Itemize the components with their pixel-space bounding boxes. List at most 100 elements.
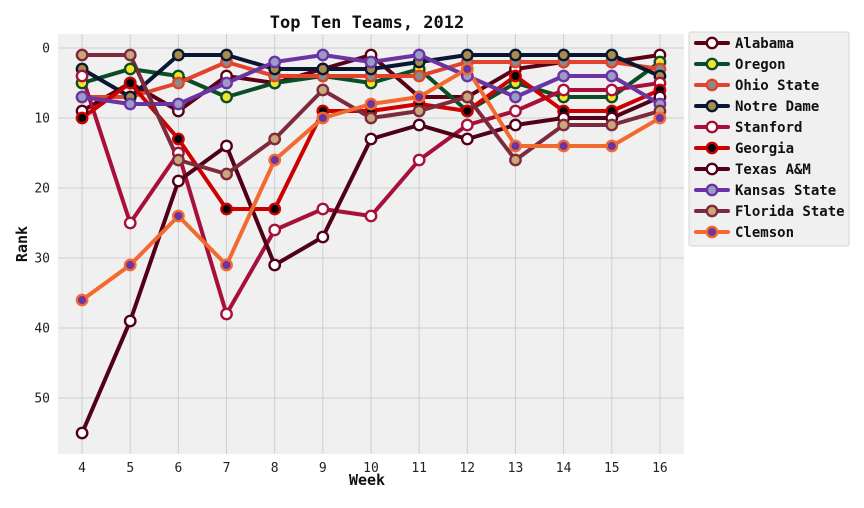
legend-marker-stanford (705, 120, 719, 134)
data-point-notre-dame (557, 48, 571, 62)
data-point-florida-state (509, 153, 522, 167)
data-point-georgia (75, 111, 89, 125)
legend-marker-ohio-state (705, 78, 719, 92)
data-point-florida-state (75, 48, 89, 62)
x-tick-label: 9 (319, 461, 327, 476)
data-point-clemson (123, 258, 137, 272)
data-point-texas-a-m (75, 426, 89, 440)
data-point-texas-a-m (364, 132, 378, 146)
legend-label-kansas-state: Kansas State (735, 183, 836, 199)
legend-label-texas-a-m: Texas A&M (735, 162, 811, 178)
legend-marker-texas-a-m (705, 162, 719, 176)
data-point-clemson (557, 139, 571, 153)
legend-label-alabama: Alabama (735, 36, 794, 52)
data-point-clemson (268, 153, 282, 167)
data-point-florida-state (364, 111, 378, 125)
legend-label-georgia: Georgia (735, 141, 794, 157)
x-tick-label: 13 (508, 461, 524, 476)
x-axis-label: Week (349, 471, 385, 489)
x-tick-label: 10 (363, 461, 379, 476)
legend-marker-kansas-state (705, 183, 719, 197)
data-point-georgia (268, 202, 282, 216)
y-tick-label: 20 (34, 182, 50, 197)
data-point-stanford (268, 223, 282, 237)
x-tick-label: 16 (652, 461, 668, 476)
data-point-stanford (220, 307, 233, 321)
data-point-notre-dame (171, 48, 185, 62)
legend-marker-alabama (705, 36, 719, 50)
data-point-kansas-state (364, 55, 378, 69)
x-tick-label: 11 (411, 461, 427, 476)
data-point-kansas-state (605, 69, 619, 83)
legend: Alabama Oregon Ohio State Notre Dame Stanfor… (688, 31, 850, 247)
legend-marker-georgia (705, 141, 719, 155)
y-tick-label: 40 (34, 322, 50, 337)
data-point-clemson (460, 62, 474, 76)
data-point-texas-a-m (268, 258, 282, 272)
x-tick-label: 14 (556, 461, 572, 476)
data-point-florida-state (460, 90, 474, 104)
data-point-clemson (171, 209, 185, 223)
y-tick-label: 30 (34, 252, 50, 267)
data-point-notre-dame (605, 48, 619, 62)
x-tick-label: 6 (174, 461, 182, 476)
data-point-kansas-state (509, 90, 522, 104)
data-point-texas-a-m (123, 314, 137, 328)
series-markers (75, 48, 667, 440)
data-point-georgia (460, 104, 474, 118)
data-point-kansas-state (557, 69, 571, 83)
legend-label-clemson: Clemson (735, 225, 794, 241)
data-point-notre-dame (460, 48, 474, 62)
x-tick-label: 7 (223, 461, 231, 476)
data-point-notre-dame (220, 48, 233, 62)
legend-marker-notre-dame (705, 99, 719, 113)
data-point-clemson (605, 139, 619, 153)
data-point-florida-state (316, 83, 330, 97)
data-point-clemson (220, 258, 233, 272)
data-point-florida-state (412, 104, 426, 118)
grid-lines (58, 34, 684, 454)
data-point-florida-state (171, 153, 185, 167)
data-point-stanford (412, 153, 426, 167)
data-point-ohio-state (171, 76, 185, 90)
data-point-texas-a-m (509, 118, 522, 132)
data-point-clemson (364, 97, 378, 111)
legend-label-notre-dame: Notre Dame (735, 99, 819, 115)
data-point-stanford (509, 104, 522, 118)
legend-label-florida-state: Florida State (735, 204, 845, 220)
x-tick-label: 15 (604, 461, 620, 476)
data-point-clemson (412, 90, 426, 104)
axis-ticks: 4 5 6 7 8 9 10 11 12 13 14 15 16 0 10 20 30 40 50 (34, 42, 667, 477)
x-tick-label: 5 (126, 461, 134, 476)
y-tick-label: 0 (42, 42, 50, 57)
data-point-stanford (557, 83, 571, 97)
x-tick-label: 8 (271, 461, 279, 476)
data-point-notre-dame (316, 62, 330, 76)
data-point-stanford (460, 118, 474, 132)
data-point-florida-state (557, 118, 571, 132)
data-point-clemson (316, 111, 330, 125)
data-point-kansas-state (268, 55, 282, 69)
data-point-clemson (75, 293, 89, 307)
data-point-stanford (123, 216, 137, 230)
legend-marker-clemson (705, 225, 719, 239)
data-point-stanford (316, 202, 330, 216)
data-point-ohio-state (412, 69, 426, 83)
data-point-kansas-state (171, 97, 185, 111)
data-point-florida-state (605, 118, 619, 132)
y-tick-label: 50 (34, 392, 50, 407)
data-point-georgia (123, 76, 137, 90)
data-point-stanford (75, 69, 89, 83)
data-point-georgia (509, 69, 522, 83)
data-point-oregon (123, 62, 137, 76)
legend-label-oregon: Oregon (735, 57, 786, 73)
data-point-florida-state (123, 48, 137, 62)
data-point-stanford (364, 209, 378, 223)
data-point-texas-a-m (460, 132, 474, 146)
data-point-kansas-state (316, 48, 330, 62)
data-point-clemson (653, 111, 667, 125)
data-point-oregon (220, 90, 233, 104)
chart-title: Top Ten Teams, 2012 (270, 13, 464, 33)
